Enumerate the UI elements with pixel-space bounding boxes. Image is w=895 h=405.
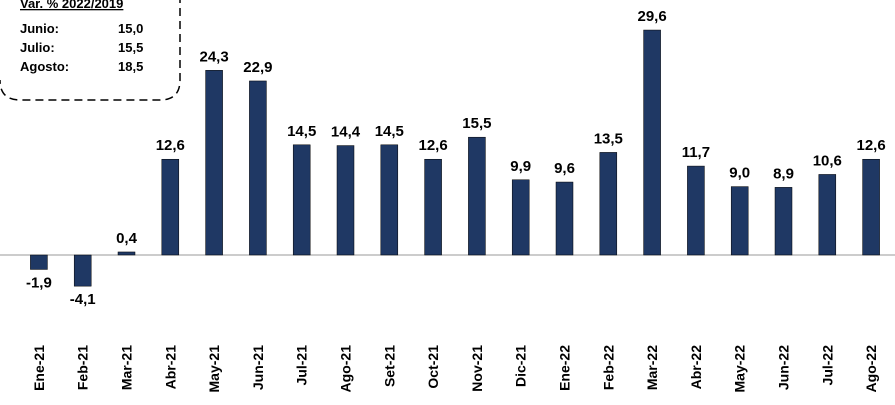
x-tick-label: May-21 [206, 345, 222, 393]
value-label: 13,5 [594, 130, 623, 147]
inset-label: Julio: [20, 40, 55, 55]
value-label: 11,7 [682, 144, 710, 161]
bar [862, 158, 880, 256]
x-tick-label: May-22 [732, 345, 748, 393]
bar [30, 254, 48, 270]
inset-label: Junio: [20, 21, 59, 36]
bar [643, 29, 661, 256]
bar [730, 186, 749, 256]
value-label: 12,6 [156, 137, 185, 154]
x-tick-label: Jul-22 [819, 345, 835, 386]
x-tick-label: Feb-21 [75, 345, 91, 390]
value-label: 14,5 [375, 123, 404, 140]
x-tick-label: Nov-21 [469, 345, 485, 392]
value-label: 8,9 [773, 165, 794, 182]
bar [424, 158, 442, 256]
inset-box [0, 0, 181, 101]
x-tick-label: Jun-21 [250, 345, 266, 390]
value-label: 0,4 [116, 230, 138, 247]
value-label: 9,9 [510, 158, 531, 175]
value-label: 15,5 [462, 115, 491, 132]
bar [687, 165, 705, 256]
x-tick-label: Mar-22 [644, 345, 660, 390]
bar [205, 70, 223, 256]
x-tick-label: Oct-21 [425, 345, 441, 389]
bar [336, 145, 355, 256]
value-label: 14,5 [287, 123, 316, 140]
bar [380, 144, 399, 256]
value-label: 9,0 [729, 165, 750, 182]
bar [249, 80, 267, 256]
bar [292, 144, 311, 256]
value-label: 12,6 [856, 137, 885, 154]
inset-value: 18,5 [118, 59, 143, 74]
value-label: 12,6 [418, 137, 447, 154]
x-tick-label: Abr-22 [688, 345, 704, 390]
bar [774, 187, 793, 256]
x-tick-label: Set-21 [381, 345, 397, 387]
x-tick-label: Mar-21 [119, 345, 135, 390]
x-tick-label: Abr-21 [162, 345, 178, 390]
x-tick-label: Dic-21 [513, 345, 529, 387]
x-tick-label: Feb-22 [600, 345, 616, 390]
value-label: 22,9 [243, 59, 272, 76]
value-label: 10,6 [813, 152, 842, 169]
x-tick-label: Jun-22 [776, 345, 792, 390]
bar [511, 179, 530, 256]
x-tick-label: Jul-21 [294, 345, 310, 386]
value-label: -4,1 [70, 291, 96, 308]
x-tick-label: Ago-22 [863, 345, 879, 393]
x-tick-label: Ene-22 [557, 345, 573, 391]
value-label: 29,6 [637, 8, 666, 25]
value-label: 14,4 [331, 124, 361, 141]
x-tick-label: Ene-21 [31, 345, 47, 391]
bar [599, 152, 618, 256]
bar [161, 158, 180, 256]
bar [73, 254, 92, 287]
inset-value: 15,0 [118, 21, 143, 36]
x-tick-label: Ago-21 [338, 345, 354, 393]
bar [117, 251, 136, 256]
inset-label: Agosto: [20, 59, 69, 74]
inset-title: Var. % 2022/2019 [20, 0, 123, 11]
value-label: -1,9 [26, 274, 52, 291]
value-label: 24,3 [199, 48, 228, 65]
inset-value: 15,5 [118, 40, 143, 55]
bar [818, 174, 837, 256]
bar [555, 181, 574, 256]
value-label: 9,6 [554, 160, 575, 177]
bar [468, 136, 486, 256]
